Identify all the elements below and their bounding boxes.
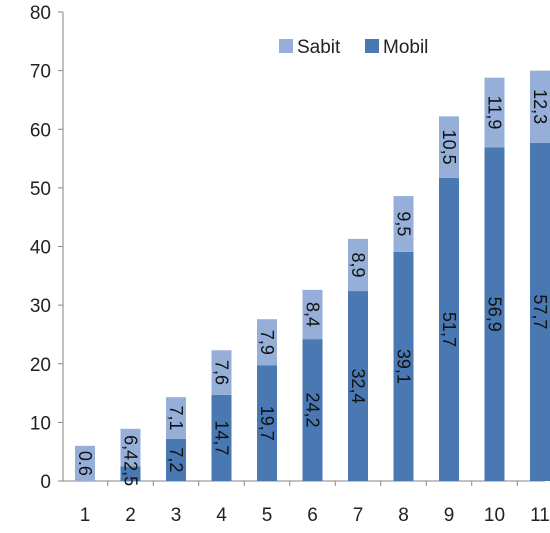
x-tick-label: 1 bbox=[80, 505, 91, 526]
x-tick-label: 11 bbox=[530, 505, 550, 526]
bar-mobil bbox=[484, 147, 505, 481]
x-tick-label: 5 bbox=[262, 505, 273, 526]
data-label-mobil: 2,5 bbox=[121, 461, 141, 486]
x-tick-label: 2 bbox=[125, 505, 136, 526]
bar-sabit bbox=[530, 70, 550, 143]
data-label-mobil: 32,4 bbox=[348, 369, 368, 404]
y-tick-label: 20 bbox=[30, 355, 51, 376]
data-label-sabit: 6,4 bbox=[121, 435, 141, 460]
bar-sabit bbox=[348, 238, 368, 292]
data-label-sabit: 9,5 bbox=[394, 211, 414, 236]
legend-label-mobil: Mobil bbox=[383, 37, 428, 58]
bar-sabit bbox=[166, 397, 186, 439]
bar-sabit bbox=[120, 428, 141, 467]
y-tick-label: 0 bbox=[40, 472, 51, 493]
bar-mobil bbox=[302, 339, 323, 481]
bar-sabit bbox=[302, 289, 323, 340]
data-label-sabit: 8,4 bbox=[303, 302, 323, 327]
y-tick-label: 40 bbox=[30, 238, 51, 259]
data-labels: 0.6 2,56,4 7,2 7,1 14,7 7,6 19,7 7,9 24,2 8,4 32,4… bbox=[75, 89, 550, 486]
data-label-mobil: 7,2 bbox=[166, 447, 186, 472]
legend-label-sabit: Sabit bbox=[297, 37, 341, 58]
data-label-mobil: 24,2 bbox=[303, 393, 323, 428]
bar-sabit bbox=[211, 350, 232, 395]
data-label-mobil: 56,9 bbox=[485, 297, 505, 332]
bar-mobil bbox=[348, 291, 368, 481]
legend: Sabit Mobil bbox=[279, 37, 428, 58]
data-label-mobil: 14,7 bbox=[212, 420, 232, 455]
data-label-mobil: 57,7 bbox=[530, 294, 550, 329]
bar-sabit bbox=[75, 445, 95, 481]
bar-sabit bbox=[393, 196, 414, 252]
legend-swatch-mobil bbox=[365, 39, 379, 53]
y-tick-label: 60 bbox=[30, 120, 51, 141]
legend-swatch-sabit bbox=[279, 39, 293, 53]
data-label-sabit: 10,5 bbox=[439, 130, 459, 165]
bars bbox=[75, 70, 550, 481]
y-tick-label: 30 bbox=[30, 296, 51, 317]
data-label-sabit: 12,3 bbox=[530, 89, 550, 124]
x-tick-label: 9 bbox=[444, 505, 455, 526]
x-tick-label: 7 bbox=[353, 505, 364, 526]
data-label-sabit: 8,9 bbox=[348, 252, 368, 277]
x-tick-label: 6 bbox=[307, 505, 318, 526]
data-label-mobil: 39,1 bbox=[394, 349, 414, 384]
y-tick-label: 70 bbox=[30, 62, 51, 83]
y-tick-label: 50 bbox=[30, 179, 51, 200]
x-tick-label: 10 bbox=[484, 505, 505, 526]
data-label-sabit: 7,1 bbox=[166, 405, 186, 430]
bar-mobil bbox=[530, 142, 550, 481]
bar-mobil bbox=[257, 365, 277, 481]
bar-mobil bbox=[166, 438, 186, 481]
bar-sabit bbox=[257, 319, 277, 366]
data-label-sabit: 7,9 bbox=[257, 330, 277, 355]
data-label-mobil: 19,7 bbox=[257, 406, 277, 441]
x-tick-label: 8 bbox=[398, 505, 409, 526]
data-label-sabit: 7,6 bbox=[212, 360, 232, 385]
bar-mobil bbox=[120, 466, 141, 481]
data-label-sabit: 11,9 bbox=[485, 96, 505, 130]
x-tick-label: 4 bbox=[216, 505, 227, 526]
data-label-sabit: 0.6 bbox=[75, 451, 95, 476]
bar-sabit bbox=[484, 77, 505, 148]
y-tick-label: 10 bbox=[30, 413, 51, 434]
bar-mobil bbox=[211, 394, 232, 481]
axes: 0 10 20 30 40 50 60 70 80 1 2 3 4 5 6 7 8 9 10 11 bbox=[30, 3, 550, 526]
x-tick-label: 3 bbox=[171, 505, 182, 526]
bar-sabit bbox=[439, 116, 459, 178]
y-tick-label: 80 bbox=[30, 3, 51, 24]
bar-mobil bbox=[439, 177, 459, 481]
data-label-mobil: 51,7 bbox=[439, 312, 459, 347]
bar-mobil bbox=[393, 251, 414, 481]
